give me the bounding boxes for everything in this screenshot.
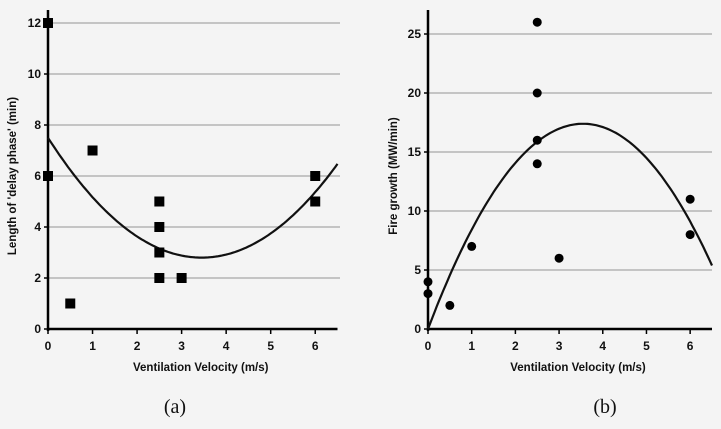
x-tick-label: 2 bbox=[512, 339, 519, 353]
data-point bbox=[423, 277, 433, 287]
data-point bbox=[154, 273, 165, 283]
x-tick-label: 1 bbox=[89, 339, 96, 353]
data-point bbox=[685, 194, 695, 204]
x-tick-label: 2 bbox=[134, 339, 141, 353]
y-tick-label: 2 bbox=[34, 271, 41, 285]
x-tick-label: 5 bbox=[267, 339, 274, 353]
y-tick-label: 15 bbox=[408, 145, 422, 159]
x-tick-label: 4 bbox=[223, 339, 230, 353]
y-tick-label: 10 bbox=[408, 204, 422, 218]
x-tick-label: 6 bbox=[312, 339, 319, 353]
x-axis-label: Ventilation Velocity (m/s) bbox=[510, 362, 646, 374]
data-point bbox=[532, 135, 542, 145]
y-tick-label: 25 bbox=[408, 27, 422, 41]
panel-caption: (a) bbox=[164, 396, 186, 418]
data-point bbox=[685, 230, 695, 240]
x-tick-label: 6 bbox=[687, 339, 694, 353]
data-point bbox=[310, 171, 321, 181]
panel-caption: (b) bbox=[593, 396, 616, 418]
y-tick-label: 6 bbox=[34, 169, 41, 183]
data-point bbox=[43, 171, 53, 181]
x-axis-label: Ventilation Velocity (m/s) bbox=[133, 362, 269, 374]
data-point bbox=[423, 289, 433, 299]
y-tick-label: 10 bbox=[28, 67, 42, 81]
data-point bbox=[532, 17, 542, 27]
x-tick-label: 3 bbox=[178, 339, 185, 353]
y-tick-label: 8 bbox=[34, 118, 41, 132]
data-point bbox=[43, 18, 53, 28]
x-tick-label: 3 bbox=[556, 339, 563, 353]
data-point bbox=[467, 241, 477, 251]
data-point bbox=[532, 88, 542, 98]
y-axis-label: Length of 'delay phase' (min) bbox=[7, 97, 19, 255]
data-point bbox=[445, 300, 455, 310]
data-point bbox=[154, 247, 165, 258]
data-point bbox=[154, 196, 165, 207]
x-tick-label: 5 bbox=[643, 339, 650, 353]
trendline bbox=[426, 122, 713, 330]
y-tick-label: 12 bbox=[28, 16, 42, 30]
y-tick-label: 5 bbox=[414, 263, 421, 277]
y-tick-label: 0 bbox=[34, 322, 41, 336]
x-tick-label: 4 bbox=[599, 339, 606, 353]
data-point bbox=[87, 145, 98, 156]
data-point bbox=[554, 253, 564, 263]
data-point bbox=[310, 196, 321, 207]
x-tick-label: 0 bbox=[425, 339, 432, 353]
data-point bbox=[154, 222, 165, 232]
y-axis-label: Fire growth (MW/min) bbox=[388, 117, 400, 235]
data-point bbox=[532, 159, 542, 169]
y-tick-label: 0 bbox=[414, 322, 421, 336]
chart-panel-b: 0 5 10 15 20 25 0 1 2 3 4 5 6 Ventilation Velocity (m… bbox=[388, 10, 713, 418]
data-point bbox=[176, 273, 187, 283]
data-point bbox=[65, 298, 76, 309]
x-tick-label: 0 bbox=[45, 339, 52, 353]
x-tick-label: 1 bbox=[468, 339, 475, 353]
trendline bbox=[47, 137, 339, 259]
y-tick-label: 4 bbox=[34, 220, 41, 234]
y-tick-label: 20 bbox=[408, 86, 422, 100]
